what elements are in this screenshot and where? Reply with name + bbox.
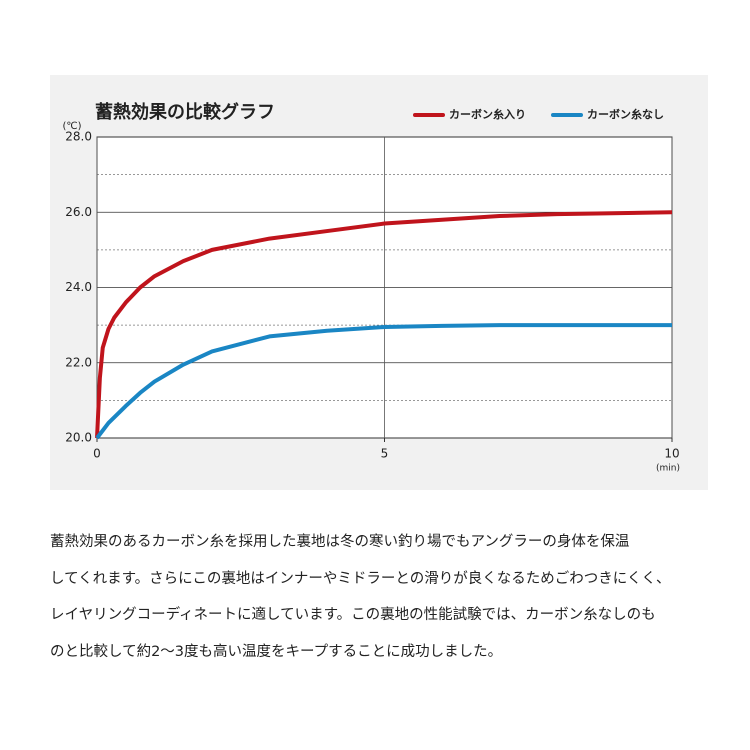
legend-label: カーボン糸入り <box>449 107 526 121</box>
chart: 蓄熱効果の比較グラフ (℃) (min) 20.0 22.0 24.0 26.0 28.… <box>50 75 708 490</box>
chart-title: 蓄熱効果の比較グラフ <box>95 101 275 123</box>
x-axis-unit: (min) <box>656 464 680 474</box>
text-line: してくれます。さらにこの裏地はインナーやミドラーとの滑りが良くなるためごわつきに… <box>50 570 671 587</box>
y-tick-label: 26.0 <box>65 205 92 219</box>
y-tick-label: 24.0 <box>65 280 92 294</box>
data-line <box>95 323 672 440</box>
x-tick-label: 5 <box>381 447 389 461</box>
y-tick-label: 22.0 <box>65 355 92 369</box>
data-line <box>95 210 673 439</box>
x-tick-label: 10 <box>664 447 679 461</box>
y-axis-unit: (℃) <box>62 121 81 132</box>
y-tick-label: 28.0 <box>65 130 92 144</box>
text-line: レイヤリングコーディネートに適しています。この裏地の性能試験では、カーボン糸なし… <box>50 607 656 623</box>
text-line: 蓄熱効果のあるカーボン糸を採用した裏地は冬の寒い釣り場でもアングラーの身体を保温 <box>50 534 630 550</box>
legend-label: カーボン糸なし <box>587 107 664 121</box>
y-tick-label: 20.0 <box>65 431 92 445</box>
text-line: のと比較して約2～3度も高い温度をキープすることに成功しました。 <box>50 643 503 660</box>
description: 蓄熱効果のあるカーボン糸を採用した裏地は冬の寒い釣り場でもアングラーの身体を保温… <box>50 524 740 670</box>
x-tick-label: 0 <box>93 447 101 461</box>
